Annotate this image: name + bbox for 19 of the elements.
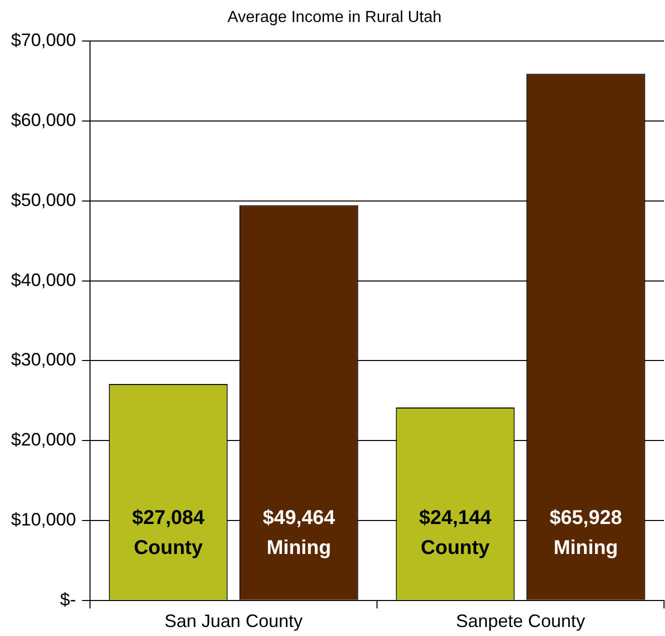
series-label: County (420, 536, 491, 559)
y-tick-label: $30,000 (10, 350, 76, 370)
y-tick-label: $10,000 (10, 509, 76, 530)
y-tick-label: $50,000 (10, 190, 76, 210)
y-tick-label: $70,000 (10, 30, 76, 50)
x-tick-label: Sanpete County (456, 611, 586, 632)
y-tick-label: $- (60, 589, 76, 610)
data-label: $27,084 (132, 506, 206, 529)
y-tick-label: $60,000 (10, 110, 76, 130)
y-tick-label: $20,000 (10, 430, 76, 450)
series-label: Mining (266, 536, 332, 559)
text: Mining (554, 536, 618, 559)
text: County (134, 536, 203, 559)
data-label: $65,928 (550, 506, 622, 529)
y-tick-label: $40,000 (10, 270, 76, 290)
x-tick-label: San Juan County (164, 611, 303, 632)
data-label: $49,464 (262, 506, 336, 529)
data-label: $24,144 (419, 506, 492, 529)
chart-title: Average Income in Rural Utah (227, 9, 442, 26)
